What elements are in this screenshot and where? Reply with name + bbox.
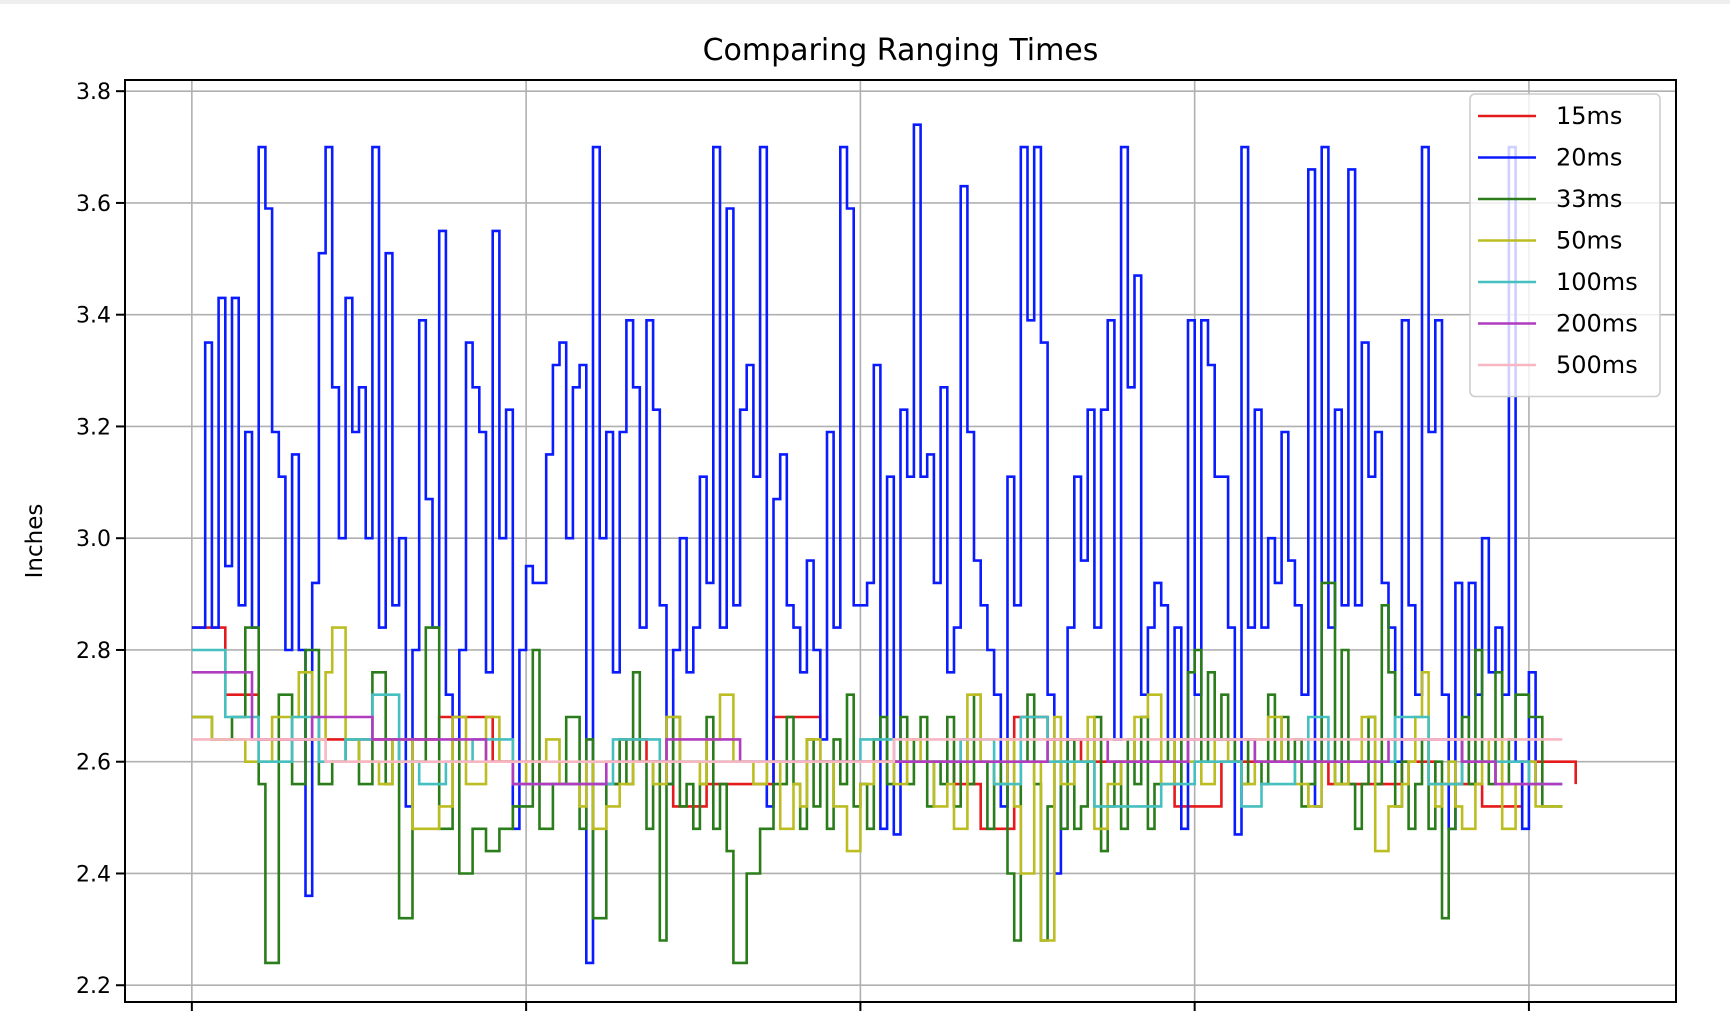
y-tick-label: 2.2 (76, 974, 111, 999)
legend-label: 500ms (1556, 351, 1638, 379)
legend-label: 200ms (1556, 310, 1638, 338)
axis-ticks: 2.2 2.4 2.6 2.8 3.0 3.2 3.4 3.6 3.8 (76, 80, 1530, 1011)
legend: 15ms 20ms 33ms 50ms 100ms 200ms 500ms (1469, 93, 1661, 398)
y-tick-label: 3.0 (76, 527, 111, 552)
legend-label: 50ms (1556, 227, 1622, 255)
legend-label: 20ms (1556, 144, 1622, 172)
y-tick-label: 3.8 (76, 80, 111, 105)
series-line-500ms (191, 738, 1563, 763)
y-axis-label: Inches (22, 504, 48, 579)
y-tick-label: 2.8 (76, 639, 111, 664)
y-tick-label: 2.4 (76, 862, 111, 887)
legend-box (1469, 93, 1661, 398)
series-line-200ms (191, 671, 1563, 786)
y-tick-label: 3.6 (76, 192, 111, 217)
top-rule (0, 0, 1730, 4)
y-tick-label: 2.6 (76, 751, 111, 776)
legend-label: 33ms (1556, 185, 1622, 213)
legend-label: 100ms (1556, 268, 1638, 296)
series-line-33ms (191, 581, 1563, 965)
plot-frame (124, 79, 1677, 1003)
legend-label: 15ms (1556, 102, 1622, 130)
series-line-20ms (191, 123, 1543, 965)
series-lines (191, 123, 1577, 965)
chart-title: Comparing Ranging Times (703, 33, 1099, 68)
y-tick-label: 3.2 (76, 415, 111, 440)
y-tick-label: 3.4 (76, 304, 111, 329)
